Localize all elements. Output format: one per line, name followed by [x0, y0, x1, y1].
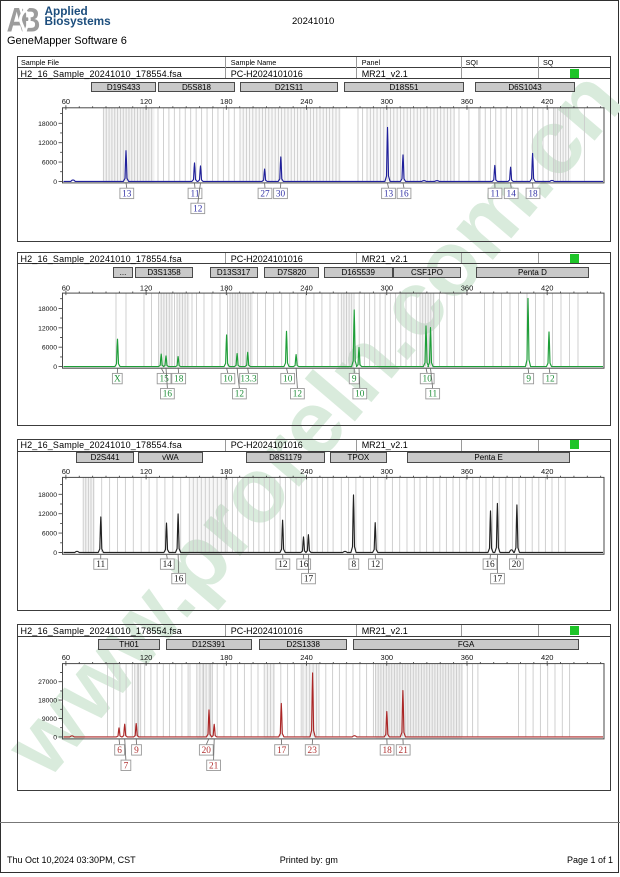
svg-text:17: 17 [304, 575, 314, 585]
svg-text:27000: 27000 [38, 679, 57, 686]
svg-text:6000: 6000 [42, 531, 57, 538]
svg-text:60: 60 [62, 653, 70, 662]
svg-text:18000: 18000 [38, 492, 57, 499]
svg-text:12: 12 [235, 390, 245, 400]
svg-text:13.3: 13.3 [240, 375, 257, 385]
svg-text:240: 240 [300, 653, 313, 662]
svg-text:11: 11 [96, 560, 105, 570]
svg-text:10: 10 [283, 375, 293, 385]
svg-text:16: 16 [485, 560, 495, 570]
svg-text:12: 12 [371, 560, 381, 570]
svg-text:240: 240 [300, 97, 313, 106]
svg-text:12000: 12000 [38, 140, 57, 147]
svg-text:6000: 6000 [42, 345, 57, 352]
svg-text:20: 20 [202, 746, 212, 756]
svg-text:120: 120 [140, 653, 153, 662]
svg-text:360: 360 [461, 284, 474, 293]
svg-text:6000: 6000 [42, 160, 57, 167]
svg-text:14: 14 [163, 560, 173, 570]
svg-text:18000: 18000 [38, 306, 57, 313]
svg-text:10: 10 [223, 375, 233, 385]
svg-text:360: 360 [461, 97, 474, 106]
svg-text:120: 120 [140, 467, 153, 476]
svg-text:120: 120 [140, 284, 153, 293]
svg-text:16: 16 [163, 390, 173, 400]
svg-text:9: 9 [352, 375, 357, 385]
svg-text:300: 300 [381, 467, 394, 476]
svg-text:10: 10 [355, 390, 365, 400]
svg-text:420: 420 [541, 284, 554, 293]
svg-text:18: 18 [174, 375, 184, 385]
svg-text:180: 180 [220, 97, 233, 106]
svg-text:10: 10 [423, 375, 433, 385]
svg-text:12: 12 [193, 204, 203, 214]
svg-text:60: 60 [62, 467, 70, 476]
svg-text:14: 14 [507, 189, 517, 199]
svg-text:8: 8 [351, 560, 356, 570]
svg-text:9: 9 [526, 375, 531, 385]
svg-text:15: 15 [159, 375, 169, 385]
svg-text:18000: 18000 [38, 121, 57, 128]
svg-text:17: 17 [277, 746, 287, 756]
svg-text:27: 27 [260, 189, 270, 199]
svg-text:30: 30 [276, 189, 286, 199]
svg-text:17: 17 [493, 575, 503, 585]
svg-text:6: 6 [117, 746, 122, 756]
svg-text:60: 60 [62, 97, 70, 106]
svg-text:12: 12 [293, 390, 303, 400]
svg-text:300: 300 [381, 284, 394, 293]
svg-text:0: 0 [53, 550, 57, 557]
svg-text:9: 9 [134, 746, 139, 756]
svg-text:11: 11 [491, 189, 500, 199]
svg-text:13: 13 [122, 189, 132, 199]
svg-text:60: 60 [62, 284, 70, 293]
svg-text:360: 360 [461, 653, 474, 662]
svg-text:7: 7 [124, 761, 129, 771]
svg-text:23: 23 [308, 746, 318, 756]
svg-text:420: 420 [541, 653, 554, 662]
svg-text:0: 0 [53, 364, 57, 371]
svg-text:20: 20 [512, 560, 522, 570]
svg-text:360: 360 [461, 467, 474, 476]
svg-text:0: 0 [53, 179, 57, 186]
svg-text:12000: 12000 [38, 511, 57, 518]
svg-text:180: 180 [220, 467, 233, 476]
svg-text:13: 13 [384, 189, 394, 199]
svg-text:18: 18 [382, 746, 392, 756]
svg-text:9000: 9000 [42, 716, 57, 723]
svg-text:18000: 18000 [38, 698, 57, 705]
svg-text:120: 120 [140, 97, 153, 106]
svg-text:12: 12 [545, 375, 555, 385]
svg-text:12: 12 [278, 560, 288, 570]
svg-text:420: 420 [541, 467, 554, 476]
svg-text:16: 16 [299, 560, 309, 570]
svg-text:180: 180 [220, 653, 233, 662]
svg-text:X: X [114, 375, 121, 385]
svg-text:18: 18 [528, 189, 538, 199]
svg-text:300: 300 [381, 97, 394, 106]
svg-text:12000: 12000 [38, 325, 57, 332]
svg-text:11: 11 [191, 189, 200, 199]
svg-text:300: 300 [381, 653, 394, 662]
svg-text:11: 11 [428, 390, 437, 400]
svg-text:21: 21 [399, 746, 409, 756]
svg-text:180: 180 [220, 284, 233, 293]
svg-text:21: 21 [209, 761, 219, 771]
svg-text:420: 420 [541, 97, 554, 106]
svg-text:240: 240 [300, 467, 313, 476]
svg-text:16: 16 [399, 189, 409, 199]
svg-text:16: 16 [174, 575, 184, 585]
svg-text:240: 240 [300, 284, 313, 293]
svg-text:0: 0 [53, 734, 57, 741]
